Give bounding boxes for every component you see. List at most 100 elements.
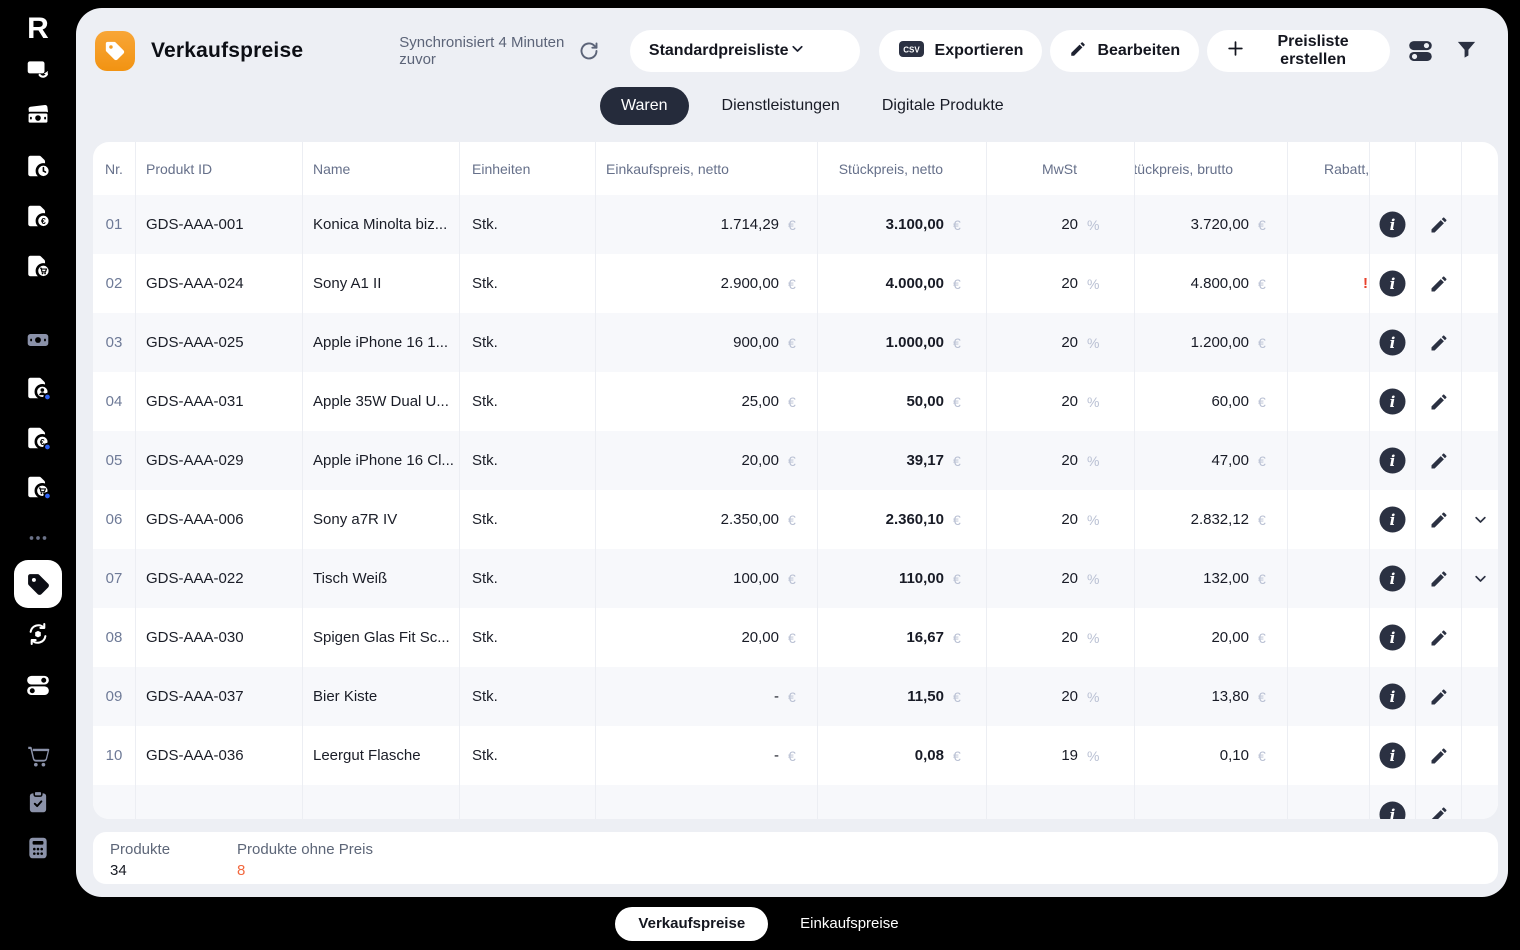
- table-row[interactable]: 05 GDS-AAA-029 Apple iPhone 16 Cl... Stk…: [93, 431, 1498, 490]
- product-name: Apple 35W Dual U...: [313, 393, 449, 410]
- table-row[interactable]: 02 GDS-AAA-024 Sony A1 II Stk. 2.900,00 …: [93, 254, 1498, 313]
- column-settings-button[interactable]: [1407, 36, 1434, 66]
- sidebar-item-cart[interactable]: [0, 743, 76, 774]
- product-name: Tisch Weiß: [313, 570, 388, 587]
- sidebar-item-file-euro[interactable]: €: [0, 203, 76, 234]
- unit-price-gross: 13,80: [1211, 688, 1249, 705]
- filter-button[interactable]: [1455, 38, 1478, 64]
- percent-symbol: %: [1087, 747, 1100, 764]
- product-name: Apple iPhone 16 1...: [313, 334, 449, 351]
- bottom-tab-verkaufspreise[interactable]: Verkaufspreise: [615, 906, 769, 941]
- col-einkaufspreis-netto: Einkaufspreis, netto: [606, 160, 729, 177]
- sidebar-item-banknote[interactable]: [0, 327, 76, 358]
- info-button[interactable]: i: [1379, 388, 1406, 415]
- tab-digitale-produkte[interactable]: Digitale Produkte: [881, 97, 1004, 114]
- refresh-icon[interactable]: [579, 41, 599, 61]
- edit-button[interactable]: [1429, 333, 1449, 353]
- sidebar-item-file-cart-notif[interactable]: [0, 474, 76, 505]
- sidebar-logo[interactable]: R: [0, 14, 76, 44]
- table-row[interactable]: 09 GDS-AAA-037 Bier Kiste Stk. - € 11,50…: [93, 667, 1498, 726]
- currency-symbol: €: [788, 452, 796, 469]
- info-button[interactable]: i: [1379, 683, 1406, 710]
- export-button[interactable]: CSV Exportieren: [878, 30, 1043, 72]
- unit-price-net: 4.000,00: [885, 275, 944, 292]
- info-button[interactable]: i: [1379, 742, 1406, 769]
- product-id: GDS-AAA-022: [146, 570, 244, 587]
- sidebar-item-card-send[interactable]: [0, 56, 76, 87]
- info-button[interactable]: i: [1379, 801, 1406, 819]
- sidebar-item-file-person-notif[interactable]: [0, 375, 76, 406]
- currency-symbol: €: [788, 511, 796, 528]
- currency-symbol: €: [788, 688, 796, 705]
- currency-symbol: €: [788, 334, 796, 351]
- table-row[interactable]: 08 GDS-AAA-030 Spigen Glas Fit Sc... Stk…: [93, 608, 1498, 667]
- tab-waren[interactable]: Waren: [600, 87, 689, 125]
- edit-pricelist-button[interactable]: Bearbeiten: [1050, 30, 1200, 72]
- purchase-price-net: 25,00: [741, 393, 779, 410]
- vat-rate: 20: [1061, 511, 1078, 528]
- edit-button[interactable]: [1429, 687, 1449, 707]
- info-button[interactable]: i: [1379, 329, 1406, 356]
- vat-rate: 20: [1061, 393, 1078, 410]
- sidebar-item-calculator[interactable]: [0, 835, 76, 866]
- chevron-down-icon[interactable]: [1473, 571, 1488, 586]
- currency-symbol: €: [953, 570, 961, 587]
- toggles-icon: [1407, 36, 1434, 66]
- purchase-price-net: -: [774, 747, 779, 764]
- vat-rate: 19: [1061, 747, 1078, 764]
- currency-symbol: €: [1258, 629, 1266, 646]
- currency-symbol: €: [1258, 747, 1266, 764]
- sidebar-item-cash[interactable]: [0, 102, 76, 133]
- table-row[interactable]: 07 GDS-AAA-022 Tisch Weiß Stk. 100,00 € …: [93, 549, 1498, 608]
- table-row[interactable]: 10 GDS-AAA-036 Leergut Flasche Stk. - € …: [93, 726, 1498, 785]
- info-button[interactable]: i: [1379, 565, 1406, 592]
- edit-button[interactable]: [1429, 569, 1449, 589]
- pricelist-dropdown[interactable]: Standardpreisliste: [629, 30, 860, 72]
- table-row[interactable]: 01 GDS-AAA-001 Konica Minolta biz... Stk…: [93, 195, 1498, 254]
- edit-button[interactable]: [1429, 805, 1449, 819]
- edit-button[interactable]: [1429, 746, 1449, 766]
- product-name: Sony a7R IV: [313, 511, 398, 528]
- info-button[interactable]: i: [1379, 211, 1406, 238]
- unit-price-gross: 60,00: [1211, 393, 1249, 410]
- col-stueckpreis-netto: Stückpreis, netto: [838, 160, 943, 177]
- edit-button[interactable]: [1429, 215, 1449, 235]
- edit-button[interactable]: [1429, 510, 1449, 530]
- info-button[interactable]: i: [1379, 447, 1406, 474]
- unit-price-gross: 3.720,00: [1190, 216, 1249, 233]
- tab-dienstleistungen[interactable]: Dienstleistungen: [721, 97, 840, 114]
- plus-icon: [1226, 39, 1245, 63]
- currency-symbol: €: [788, 216, 796, 233]
- sidebar-item-package-sync[interactable]: [0, 621, 76, 652]
- info-button[interactable]: i: [1379, 624, 1406, 651]
- table-row[interactable]: 04 GDS-AAA-031 Apple 35W Dual U... Stk. …: [93, 372, 1498, 431]
- product-id: GDS-AAA-025: [146, 334, 244, 351]
- table-row[interactable]: € € % € i: [93, 785, 1498, 819]
- file-clock-icon: [25, 153, 52, 184]
- bottom-tab-einkaufspreise[interactable]: Einkaufspreise: [800, 915, 899, 932]
- svg-text:i: i: [1390, 511, 1396, 529]
- edit-button[interactable]: [1429, 628, 1449, 648]
- sidebar-item-settings[interactable]: [0, 671, 76, 702]
- chevron-down-icon[interactable]: [1473, 512, 1488, 527]
- sidebar-item-tasks[interactable]: [0, 789, 76, 820]
- unit-price-gross: 20,00: [1211, 629, 1249, 646]
- edit-button[interactable]: [1429, 451, 1449, 471]
- sidebar-item-file-cart[interactable]: [0, 253, 76, 284]
- row-number: 07: [105, 570, 123, 587]
- create-button-label: Preisliste erstellen: [1277, 33, 1349, 68]
- create-pricelist-button[interactable]: Preisliste erstellen: [1207, 30, 1390, 72]
- table-row[interactable]: 06 GDS-AAA-006 Sony a7R IV Stk. 2.350,00…: [93, 490, 1498, 549]
- currency-symbol: €: [953, 629, 961, 646]
- info-button[interactable]: i: [1379, 506, 1406, 533]
- sync-status-text: Synchronisiert 4 Minuten zuvor: [399, 34, 565, 68]
- sidebar-item-prices-active[interactable]: [0, 560, 76, 608]
- info-button[interactable]: i: [1379, 270, 1406, 297]
- edit-button[interactable]: [1429, 392, 1449, 412]
- table-row[interactable]: 03 GDS-AAA-025 Apple iPhone 16 1... Stk.…: [93, 313, 1498, 372]
- sidebar-item-file-clock[interactable]: [0, 153, 76, 184]
- product-unit: Stk.: [472, 747, 498, 764]
- edit-button[interactable]: [1429, 274, 1449, 294]
- sidebar-item-more[interactable]: [0, 528, 76, 553]
- sidebar-item-file-euro-notif[interactable]: €: [0, 425, 76, 456]
